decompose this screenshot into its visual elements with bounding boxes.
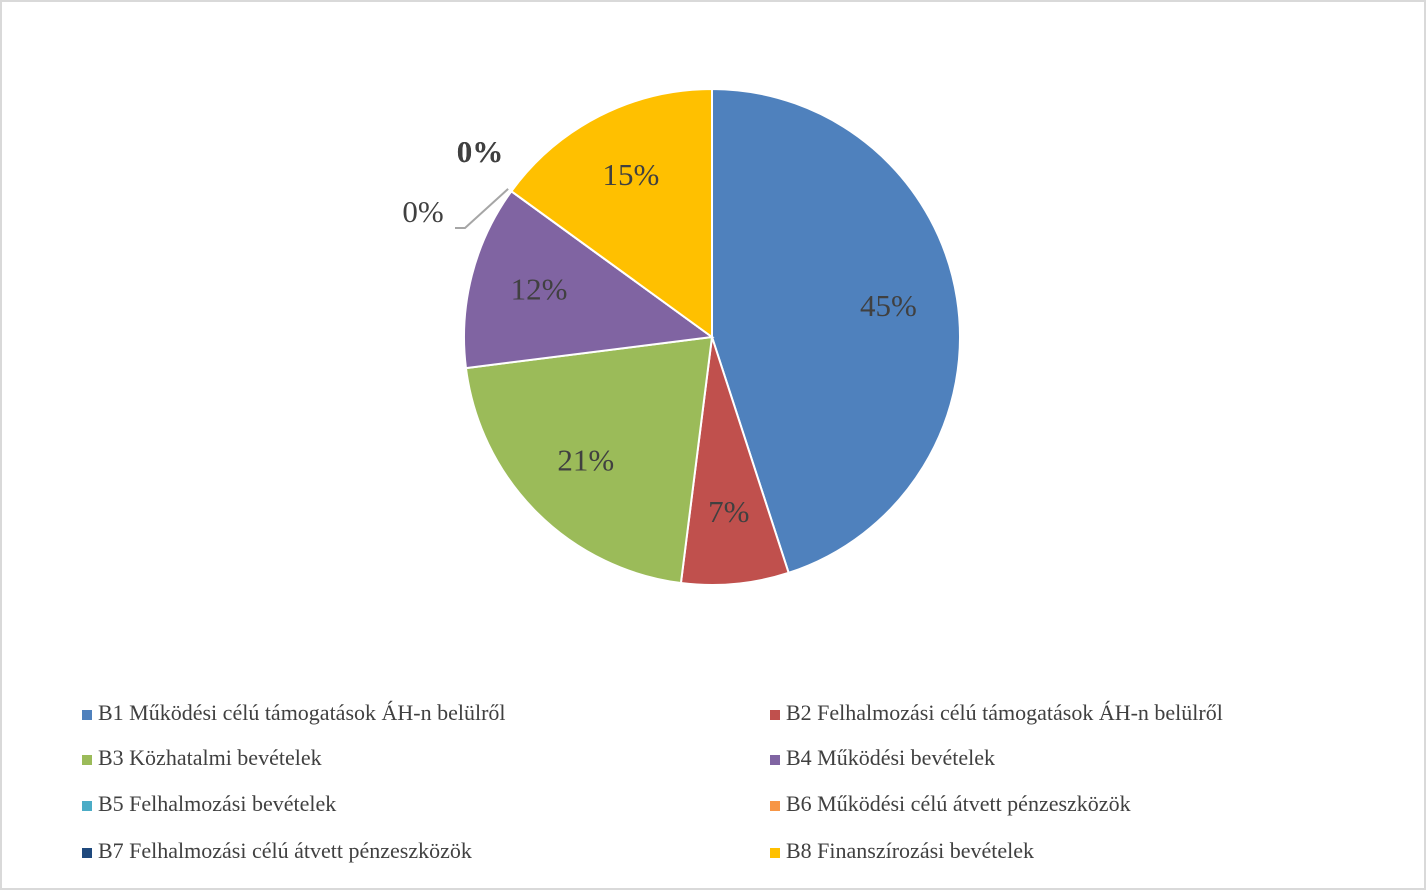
legend-swatch: [82, 801, 92, 811]
pie-slice: [463, 189, 715, 370]
data-label: 0%: [402, 194, 443, 229]
legend-label: B4 Működési bevételek: [786, 745, 995, 770]
data-label: 21%: [557, 442, 614, 477]
data-label: 0%: [457, 134, 504, 169]
legend-swatch: [770, 710, 780, 720]
pie-slice: [464, 335, 714, 585]
legend-swatch: [82, 755, 92, 765]
legend-label: B8 Finanszírozási bevételek: [786, 838, 1034, 863]
pie-slice: [509, 87, 713, 339]
legend-swatch: [770, 848, 780, 858]
legend-label: B6 Működési célú átvett pénzeszközök: [786, 791, 1131, 816]
data-label: 0%: [457, 134, 504, 169]
legend-label: B2 Felhalmozási célú támogatások ÁH-n be…: [786, 700, 1223, 725]
legend-swatch: [770, 755, 780, 765]
leader-line: [455, 188, 509, 229]
data-label: 45%: [860, 288, 917, 323]
legend-swatch: [82, 710, 92, 720]
data-label: 12%: [511, 272, 568, 307]
legend-label: B3 Közhatalmi bevételek: [98, 745, 322, 770]
legend-label: B5 Felhalmozási bevételek: [98, 791, 336, 816]
legend-swatch: [82, 848, 92, 858]
data-label: 7%: [708, 494, 749, 529]
data-label: 15%: [603, 157, 660, 192]
legend-label: B7 Felhalmozási célú átvett pénzeszközök: [98, 838, 472, 863]
pie-slice: [711, 87, 961, 575]
legend-swatch: [770, 801, 780, 811]
legend-label: B1 Működési célú támogatások ÁH-n belülr…: [98, 700, 506, 725]
pie-slice: [679, 336, 790, 586]
